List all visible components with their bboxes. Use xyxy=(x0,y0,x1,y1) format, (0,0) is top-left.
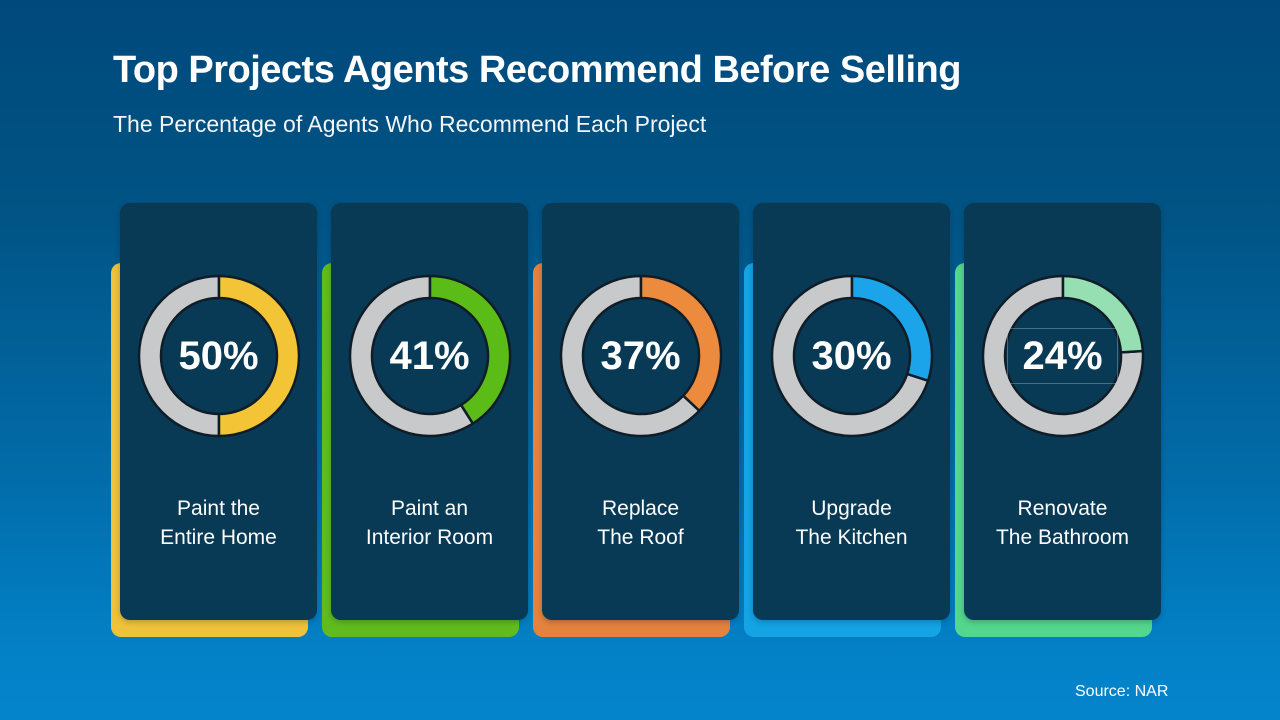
donut-chart: 41% xyxy=(346,272,514,440)
project-label-line1: Renovate xyxy=(1017,497,1108,520)
card-panel xyxy=(331,203,528,620)
project-label: Upgrade The Kitchen xyxy=(753,494,950,552)
donut-chart: 24% xyxy=(979,272,1147,440)
card-panel xyxy=(120,203,317,620)
donut-value-segment xyxy=(1061,274,1144,354)
donut-track-segment xyxy=(559,274,701,438)
donut-chart: 50% xyxy=(135,272,303,440)
donut-value-segment xyxy=(217,274,300,438)
percent-value: 30% xyxy=(811,334,892,378)
source-note: Source: NAR xyxy=(1075,683,1169,700)
project-label: Replace The Roof xyxy=(542,494,739,552)
project-label-line1: Paint an xyxy=(390,497,469,520)
card-panel xyxy=(964,203,1161,620)
project-card: 24% Renovate The Bathroom xyxy=(955,203,1161,637)
donut-value-segment xyxy=(850,274,933,382)
percent-value: 50% xyxy=(178,334,259,378)
donut-svg xyxy=(559,274,722,438)
project-label: Renovate The Bathroom xyxy=(964,494,1161,552)
donut-track-segment xyxy=(981,274,1144,438)
project-label-line2: The Kitchen xyxy=(795,526,908,549)
donut-svg xyxy=(137,274,300,438)
percent-value: 24% xyxy=(1007,328,1118,384)
percent-value: 41% xyxy=(389,334,470,378)
page-title: Top Projects Agents Recommend Before Sel… xyxy=(113,49,961,91)
donut-track-segment xyxy=(348,274,474,438)
project-card: 41% Paint an Interior Room xyxy=(322,203,528,637)
project-label-line1: Upgrade xyxy=(811,497,892,520)
donut-svg xyxy=(348,274,511,438)
project-label-line2: Interior Room xyxy=(365,526,494,549)
donut-chart: 30% xyxy=(768,272,936,440)
project-label-line1: Replace xyxy=(601,497,680,520)
project-label: Paint an Interior Room xyxy=(331,494,528,552)
donut-value-segment xyxy=(428,274,511,425)
donut-chart: 37% xyxy=(557,272,725,440)
percent-value: 37% xyxy=(600,334,681,378)
donut-track-segment xyxy=(137,274,220,438)
project-label-line1: Paint the xyxy=(177,497,260,520)
cards-row: 50% Paint the Entire Home 41% Paint an I… xyxy=(111,203,1161,637)
project-label-line2: The Bathroom xyxy=(995,526,1130,549)
project-label-line2: The Roof xyxy=(597,526,684,549)
project-card: 50% Paint the Entire Home xyxy=(111,203,317,637)
project-card: 30% Upgrade The Kitchen xyxy=(744,203,950,637)
project-label-line2: Entire Home xyxy=(160,526,277,549)
project-label: Paint the Entire Home xyxy=(120,494,317,552)
percent-layer: 30% xyxy=(768,272,936,440)
percent-layer: 50% xyxy=(135,272,303,440)
percent-layer: 41% xyxy=(346,272,514,440)
donut-track-segment xyxy=(770,274,929,438)
donut-svg xyxy=(770,274,933,438)
donut-svg xyxy=(981,274,1144,438)
page-subtitle: The Percentage of Agents Who Recommend E… xyxy=(113,111,707,137)
percent-layer: 37% xyxy=(557,272,725,440)
project-card: 37% Replace The Roof xyxy=(533,203,739,637)
card-panel xyxy=(542,203,739,620)
percent-layer: 24% xyxy=(979,272,1147,440)
donut-value-segment xyxy=(639,274,722,413)
card-panel xyxy=(753,203,950,620)
